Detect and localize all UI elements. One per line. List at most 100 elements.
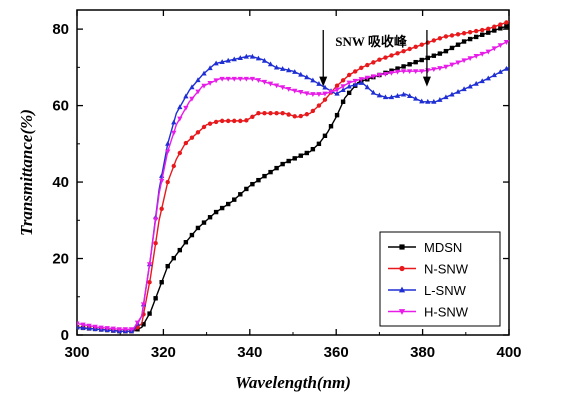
data-point: [255, 78, 262, 83]
data-point: [177, 150, 183, 156]
data-point: [340, 84, 346, 90]
data-point: [304, 150, 310, 156]
data-point: [485, 49, 491, 55]
data-point: [195, 89, 201, 95]
data-point: [165, 263, 170, 269]
data-point: [491, 46, 497, 52]
data-point: [346, 80, 352, 86]
data-point: [250, 181, 255, 187]
data-point: [407, 46, 412, 52]
legend-swatch-marker: [398, 309, 406, 315]
series-h-snw: [77, 39, 509, 333]
data-point: [382, 94, 389, 100]
data-point: [262, 173, 267, 179]
data-point: [237, 55, 243, 60]
data-point: [425, 40, 430, 45]
data-point: [364, 84, 370, 90]
data-point: [195, 130, 201, 135]
data-point: [207, 121, 213, 126]
data-point: [183, 140, 189, 146]
annotation-arrowhead: [319, 76, 328, 87]
data-point: [189, 232, 195, 238]
y-axis-title: Transmittance(%): [17, 109, 36, 236]
data-point: [419, 69, 425, 75]
data-point: [255, 55, 262, 61]
data-point: [461, 31, 467, 36]
data-point: [455, 60, 461, 66]
data-point: [353, 69, 358, 74]
data-point: [201, 70, 207, 76]
data-point: [310, 77, 316, 83]
axis-ticks: 300 320 340 360 380 400 0 20 40 60 80: [52, 10, 522, 361]
data-point: [141, 322, 146, 327]
data-point: [498, 26, 503, 31]
data-point: [504, 24, 509, 29]
data-point: [334, 90, 340, 96]
data-point: [413, 95, 419, 101]
data-point: [443, 64, 449, 70]
data-point: [250, 114, 255, 120]
data-point: [183, 105, 189, 111]
data-point: [286, 158, 291, 164]
data-point: [443, 34, 449, 39]
data-point: [492, 24, 497, 29]
data-point: [207, 215, 213, 220]
data-point: [407, 93, 413, 99]
data-point: [498, 22, 503, 27]
data-point: [213, 60, 219, 66]
data-point: [165, 179, 170, 185]
data-point: [298, 113, 303, 119]
legend-label: MDSN: [424, 240, 462, 255]
data-point: [273, 64, 280, 70]
data-point: [243, 53, 249, 59]
data-point: [268, 111, 273, 116]
data-point: [389, 53, 394, 58]
data-point: [249, 76, 256, 82]
data-point: [394, 92, 401, 98]
data-point: [147, 280, 152, 285]
data-point: [261, 79, 268, 85]
data-point: [267, 61, 274, 67]
data-point: [479, 51, 485, 57]
data-point: [340, 99, 346, 104]
data-point: [316, 81, 322, 86]
data-point: [122, 327, 129, 333]
data-point: [371, 60, 376, 65]
data-point: [407, 69, 413, 75]
data-point: [77, 324, 80, 330]
data-point: [503, 39, 509, 45]
data-point: [376, 73, 383, 78]
data-point: [425, 98, 431, 104]
data-point: [480, 27, 485, 33]
data-point: [104, 326, 110, 331]
data-point: [244, 186, 249, 192]
data-point: [159, 280, 164, 285]
annotation-label: SNW 吸收峰: [335, 34, 408, 49]
legend-label: L-SNW: [424, 283, 467, 298]
data-point: [116, 327, 122, 333]
data-point: [486, 26, 491, 32]
legend: MDSN N-SNW L-SNW H-SNW: [379, 231, 501, 327]
data-point: [147, 311, 152, 316]
data-point: [467, 29, 473, 35]
x-tick-label: 380: [410, 344, 435, 361]
data-point: [395, 51, 400, 56]
data-point: [328, 89, 334, 95]
x-tick-label: 320: [151, 344, 176, 361]
data-point: [80, 322, 86, 328]
data-point: [189, 135, 195, 140]
data-point: [370, 74, 376, 80]
data-point: [134, 320, 141, 326]
y-tick-label: 0: [61, 327, 69, 344]
data-point: [316, 103, 322, 108]
data-point: [310, 146, 316, 152]
data-point: [443, 48, 449, 54]
y-tick-label: 80: [52, 21, 69, 38]
data-point: [322, 84, 328, 90]
data-point: [352, 78, 358, 84]
data-point: [389, 68, 394, 73]
data-point: [358, 80, 364, 85]
data-point: [177, 247, 183, 253]
data-point: [171, 255, 176, 261]
data-point: [322, 97, 328, 102]
